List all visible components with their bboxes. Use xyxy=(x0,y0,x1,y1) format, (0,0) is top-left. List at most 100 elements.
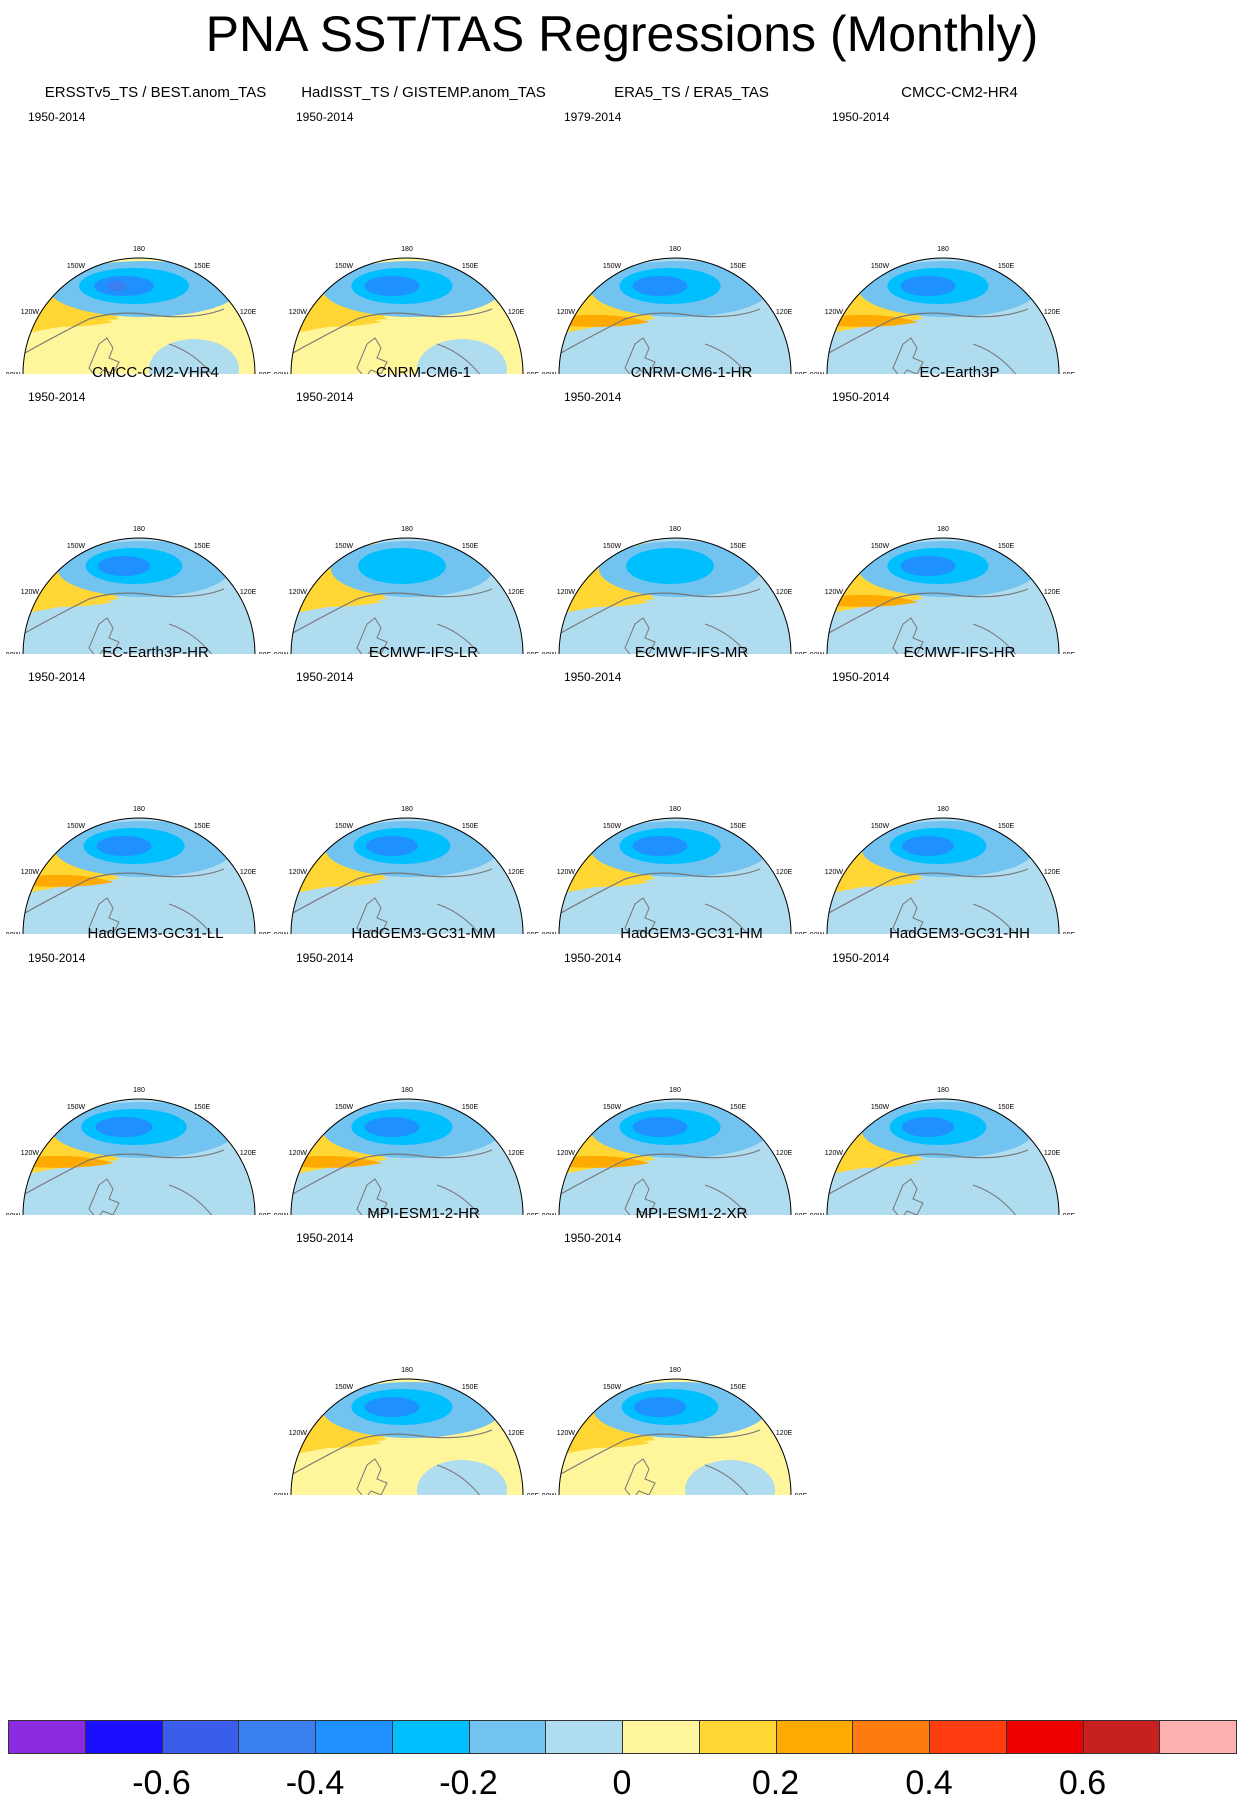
panel-period: 1950-2014 xyxy=(832,110,890,124)
map-panel: 180150E120E90E60E30E030W60W90W120W150WMP… xyxy=(536,1205,847,1527)
longitude-label: 120W xyxy=(557,1150,576,1157)
arctic-archipelago xyxy=(892,337,924,374)
panel-period: 1950-2014 xyxy=(564,1231,622,1245)
longitude-label: 180 xyxy=(937,526,949,533)
longitude-label: 90W xyxy=(6,932,21,934)
arctic-archipelago xyxy=(892,617,924,654)
siberia-anomaly xyxy=(685,899,775,934)
panel-title: EC-Earth3P-HR xyxy=(102,644,209,661)
map-panel: 180150E120E90E60E30E030W60W90W120W150WER… xyxy=(536,84,847,406)
longitude-label: 90E xyxy=(527,652,540,654)
polar-map: 180150E120E90E60E30E030W60W90W120W150W xyxy=(274,246,540,374)
coastline xyxy=(559,308,761,355)
coastline xyxy=(559,588,761,635)
map-border xyxy=(826,537,1060,654)
colorbar-swatch xyxy=(1082,1720,1161,1754)
panel-title: MPI-ESM1-2-HR xyxy=(367,1205,480,1222)
polar-map: 180150E120E90E60E30E030W60W90W120W150W xyxy=(6,806,272,934)
longitude-label: 120W xyxy=(557,589,576,596)
longitude-label: 90W xyxy=(810,932,825,934)
longitude-label: 180 xyxy=(401,806,413,813)
panel-title: ERA5_TS / ERA5_TAS xyxy=(614,84,769,101)
longitude-label: 90W xyxy=(810,372,825,374)
longitude-label: 90W xyxy=(6,1213,21,1215)
siberia-anomaly xyxy=(149,619,239,654)
coastline xyxy=(23,1149,225,1196)
longitude-label: 120E xyxy=(240,1150,257,1157)
cold-anomaly-core xyxy=(632,836,688,856)
colorbar-tick-label: 0 xyxy=(612,1764,632,1802)
coastline xyxy=(972,1184,1054,1215)
longitude-label: 150W xyxy=(603,1384,622,1391)
colorbar-tick-label: 0.2 xyxy=(751,1764,800,1802)
longitude-label: 150W xyxy=(871,543,890,550)
arctic-archipelago xyxy=(892,897,924,934)
colorbar-swatch xyxy=(852,1720,930,1754)
map-panel: 180150E120E90E60E30E030W60W90W120W150WCN… xyxy=(268,364,579,686)
longitude-label: 90E xyxy=(795,652,808,654)
coastline xyxy=(436,1464,518,1495)
longitude-label: 150E xyxy=(194,543,211,550)
coastline xyxy=(827,308,1029,355)
arctic-archipelago xyxy=(624,1178,656,1215)
map-field xyxy=(23,258,255,374)
coastline xyxy=(704,1464,786,1495)
longitude-label: 120W xyxy=(289,589,308,596)
siberia-anomaly xyxy=(953,339,1043,374)
map-border xyxy=(290,1098,524,1215)
longitude-label: 90E xyxy=(259,932,272,934)
longitude-label: 180 xyxy=(401,1087,413,1094)
panel-period: 1950-2014 xyxy=(28,110,86,124)
longitude-label: 180 xyxy=(401,526,413,533)
siberia-anomaly xyxy=(685,339,775,374)
map-panel: 180150E120E90E60E30E030W60W90W120W150WHa… xyxy=(268,925,579,1247)
longitude-label: 150E xyxy=(462,1384,479,1391)
panel-title: HadGEM3-GC31-HH xyxy=(889,925,1030,942)
longitude-label: 150W xyxy=(603,823,622,830)
longitude-label: 120W xyxy=(557,1430,576,1437)
longitude-label: 120W xyxy=(289,1430,308,1437)
panel-period: 1950-2014 xyxy=(296,951,354,965)
polar-map: 180150E120E90E60E30E030W60W90W120W150W xyxy=(810,526,1076,654)
panel-title: CMCC-CM2-VHR4 xyxy=(92,364,219,381)
colorbar-swatch xyxy=(698,1720,777,1754)
panel-title: CNRM-CM6-1 xyxy=(376,364,471,381)
longitude-label: 120W xyxy=(825,309,844,316)
longitude-label: 120E xyxy=(1044,869,1061,876)
longitude-label: 120W xyxy=(557,869,576,876)
longitude-label: 150E xyxy=(194,263,211,270)
panel-period: 1950-2014 xyxy=(28,670,86,684)
arctic-archipelago xyxy=(88,1178,120,1215)
longitude-label: 150E xyxy=(462,1104,479,1111)
panel-title: EC-Earth3P xyxy=(919,364,1000,381)
longitude-label: 180 xyxy=(937,1087,949,1094)
polar-map: 180150E120E90E60E30E030W60W90W120W150W xyxy=(542,526,808,654)
longitude-label: 120E xyxy=(776,309,793,316)
coastline xyxy=(291,1149,493,1196)
longitude-label: 180 xyxy=(669,246,681,253)
longitude-label: 120W xyxy=(557,309,576,316)
coastline xyxy=(291,308,493,355)
longitude-label: 90W xyxy=(6,372,21,374)
cold-anomaly-core xyxy=(95,1117,153,1137)
polar-map: 180150E120E90E60E30E030W60W90W120W150W xyxy=(810,246,1076,374)
polar-map: 180150E120E90E60E30E030W60W90W120W150W xyxy=(6,246,272,374)
coastline xyxy=(168,343,250,374)
longitude-label: 150W xyxy=(871,1104,890,1111)
coastline xyxy=(704,343,786,374)
longitude-label: 180 xyxy=(669,806,681,813)
map-field xyxy=(23,818,255,934)
polar-map: 180150E120E90E60E30E030W60W90W120W150W xyxy=(6,526,272,654)
longitude-label: 120E xyxy=(508,1150,525,1157)
panel-period: 1979-2014 xyxy=(564,110,622,124)
longitude-label: 120W xyxy=(21,1150,40,1157)
siberia-anomaly xyxy=(685,619,775,654)
map-field xyxy=(559,538,791,654)
longitude-label: 180 xyxy=(937,806,949,813)
longitude-label: 90W xyxy=(274,372,289,374)
panel-period: 1950-2014 xyxy=(296,670,354,684)
colorbar-tick-label: -0.4 xyxy=(285,1764,345,1802)
longitude-label: 150W xyxy=(67,263,86,270)
longitude-label: 150E xyxy=(998,263,1015,270)
longitude-label: 90W xyxy=(542,1493,557,1495)
